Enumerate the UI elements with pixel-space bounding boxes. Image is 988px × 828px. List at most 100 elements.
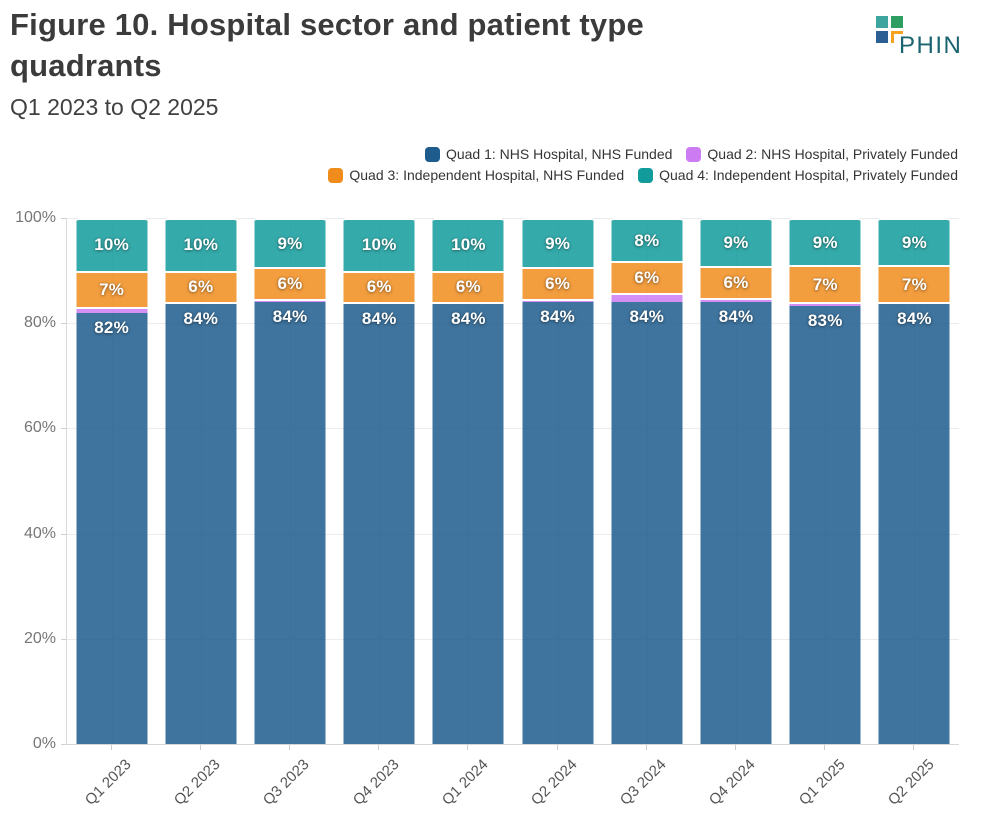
- stacked-bar: 84% 6% 9%: [254, 218, 326, 744]
- bar-segment[interactable]: 6%: [700, 266, 772, 298]
- bar-slot: 82% 7% 10%: [67, 218, 156, 744]
- stacked-bar: 84% 6% 9%: [700, 218, 772, 744]
- phin-logo-mark-icon: [876, 16, 903, 43]
- phin-logo: PHIN: [876, 14, 962, 60]
- x-axis-tick-label: Q1 2023: [81, 756, 135, 809]
- bar-segment[interactable]: 6%: [343, 270, 415, 303]
- bar-segment-label: 84%: [540, 307, 575, 327]
- legend-row: Quad 3: Independent Hospital, NHS Funded…: [328, 167, 958, 183]
- x-axis-tick-mark: [110, 745, 112, 750]
- bar-segment[interactable]: [432, 302, 504, 305]
- bar-segment[interactable]: 9%: [254, 218, 326, 268]
- gridline-horizontal: [67, 638, 959, 640]
- x-axis-tick-mark: [913, 745, 915, 750]
- x-axis-tick-label: Q4 2023: [349, 756, 403, 809]
- stacked-bar: 84% 6% 10%: [432, 218, 504, 744]
- legend-item[interactable]: Quad 2: NHS Hospital, Privately Funded: [686, 146, 958, 162]
- bar-segment[interactable]: 7%: [878, 265, 950, 302]
- bar-segment[interactable]: 84%: [878, 304, 950, 744]
- legend-item[interactable]: Quad 1: NHS Hospital, NHS Funded: [424, 146, 672, 162]
- bar-segment[interactable]: 84%: [165, 304, 237, 744]
- bar-segment[interactable]: 9%: [700, 218, 772, 267]
- gridline-horizontal: [67, 428, 959, 430]
- bar-slot: 84% 6% 8%: [602, 218, 691, 744]
- bar-slot: 84% 6% 10%: [335, 218, 424, 744]
- bar-segment[interactable]: 9%: [789, 218, 861, 266]
- bar-segment[interactable]: [343, 302, 415, 305]
- gridline-horizontal: [67, 323, 959, 325]
- figure-title: Figure 10. Hospital sector and patient t…: [10, 7, 644, 83]
- bar-segment-label: 82%: [94, 317, 129, 337]
- bar-segment-label: 9%: [812, 232, 838, 252]
- legend-item-label: Quad 4: Independent Hospital, Privately …: [659, 167, 958, 183]
- bar-segment[interactable]: 7%: [789, 265, 861, 303]
- y-axis-tick-mark: [61, 533, 66, 535]
- bar-segment[interactable]: 83%: [789, 306, 861, 744]
- bar-segment[interactable]: 8%: [611, 218, 683, 262]
- logo-square-teal: [876, 16, 888, 28]
- x-axis-tick-label: Q4 2024: [706, 756, 760, 809]
- bar-segment[interactable]: 6%: [254, 267, 326, 300]
- gridline-horizontal: [67, 533, 959, 535]
- x-axis-tick-label: Q2 2025: [884, 756, 938, 809]
- bar-segment[interactable]: 7%: [76, 270, 148, 308]
- bar-segment[interactable]: 84%: [254, 302, 326, 744]
- bar-segment-label: 10%: [361, 235, 397, 255]
- x-axis-tick-label: Q1 2024: [438, 756, 492, 809]
- bar-segment[interactable]: 84%: [700, 302, 772, 744]
- bar-segment[interactable]: 9%: [878, 218, 950, 266]
- stacked-bar: 84% 6% 10%: [165, 218, 237, 744]
- bar-slot: 84% 6% 9%: [513, 218, 602, 744]
- bar-segment[interactable]: 6%: [165, 270, 237, 303]
- bar-segment-label: 84%: [629, 307, 665, 327]
- y-axis-tick-mark: [61, 638, 66, 640]
- legend-swatch: [328, 167, 344, 183]
- bar-segment-label: 6%: [634, 267, 660, 287]
- legend-item[interactable]: Quad 3: Independent Hospital, NHS Funded: [328, 167, 624, 183]
- bar-segment[interactable]: 10%: [165, 218, 237, 271]
- legend-swatch: [424, 146, 440, 162]
- x-axis-tick-label: Q3 2024: [617, 756, 670, 809]
- bar-segment[interactable]: [611, 292, 683, 303]
- bar-slot: 83% 7% 9%: [781, 218, 870, 744]
- logo-square-green: [891, 16, 903, 28]
- logo-corner-bracket: [891, 31, 903, 43]
- bar-segment[interactable]: [789, 302, 861, 307]
- chart-legend: Quad 1: NHS Hospital, NHS Funded Quad 2: …: [328, 146, 958, 183]
- bar-segment[interactable]: 6%: [522, 267, 594, 300]
- bar-segment[interactable]: 6%: [611, 261, 683, 293]
- bar-segment[interactable]: [254, 299, 326, 303]
- legend-item[interactable]: Quad 4: Independent Hospital, Privately …: [638, 167, 958, 183]
- bar-segment-label: 6%: [188, 277, 214, 297]
- bar-segment[interactable]: 84%: [343, 304, 415, 744]
- bar-segment[interactable]: 82%: [76, 312, 148, 744]
- stacked-bar-chart: 0% 20% 40% 60% 80% 100% 82% 7% 10% 84% 6% 10% 84% 6%…: [0, 209, 988, 828]
- x-axis-tick-label: Q1 2025: [795, 756, 849, 809]
- bar-segment[interactable]: [76, 307, 148, 313]
- bar-segment-label: 83%: [807, 311, 843, 331]
- bar-segment[interactable]: 6%: [432, 270, 504, 303]
- y-axis-tick-label: 40%: [23, 524, 56, 542]
- legend-swatch: [686, 146, 702, 162]
- plot-area: 82% 7% 10% 84% 6% 10% 84% 6% 9% 84% 6% 10% 84% 6% 10% 8…: [66, 218, 959, 745]
- phin-logo-text: PHIN: [899, 32, 963, 59]
- bar-slot: 84% 6% 9%: [691, 218, 780, 744]
- bar-segment[interactable]: 84%: [611, 302, 683, 744]
- bar-segment[interactable]: [165, 302, 237, 305]
- bar-segment[interactable]: 9%: [522, 218, 594, 268]
- bar-segment[interactable]: [700, 297, 772, 303]
- bar-segment[interactable]: [522, 299, 594, 303]
- bar-segment-label: 7%: [812, 274, 838, 294]
- bar-segment[interactable]: 84%: [432, 304, 504, 744]
- bar-segment[interactable]: 10%: [343, 218, 415, 271]
- bar-segment-label: 84%: [897, 309, 932, 328]
- x-axis-tick-mark: [289, 745, 290, 750]
- bar-segment[interactable]: 84%: [522, 302, 594, 744]
- y-axis-tick-mark: [61, 744, 66, 745]
- bar-segment[interactable]: 10%: [432, 218, 504, 271]
- bar-segment[interactable]: 10%: [76, 218, 148, 271]
- x-axis: Q1 2023 Q2 2023 Q3 2023 Q4 2023 Q1 2024 Q2 20…: [66, 744, 958, 828]
- legend-item-label: Quad 2: NHS Hospital, Privately Funded: [707, 146, 958, 162]
- bar-segment[interactable]: [878, 302, 950, 304]
